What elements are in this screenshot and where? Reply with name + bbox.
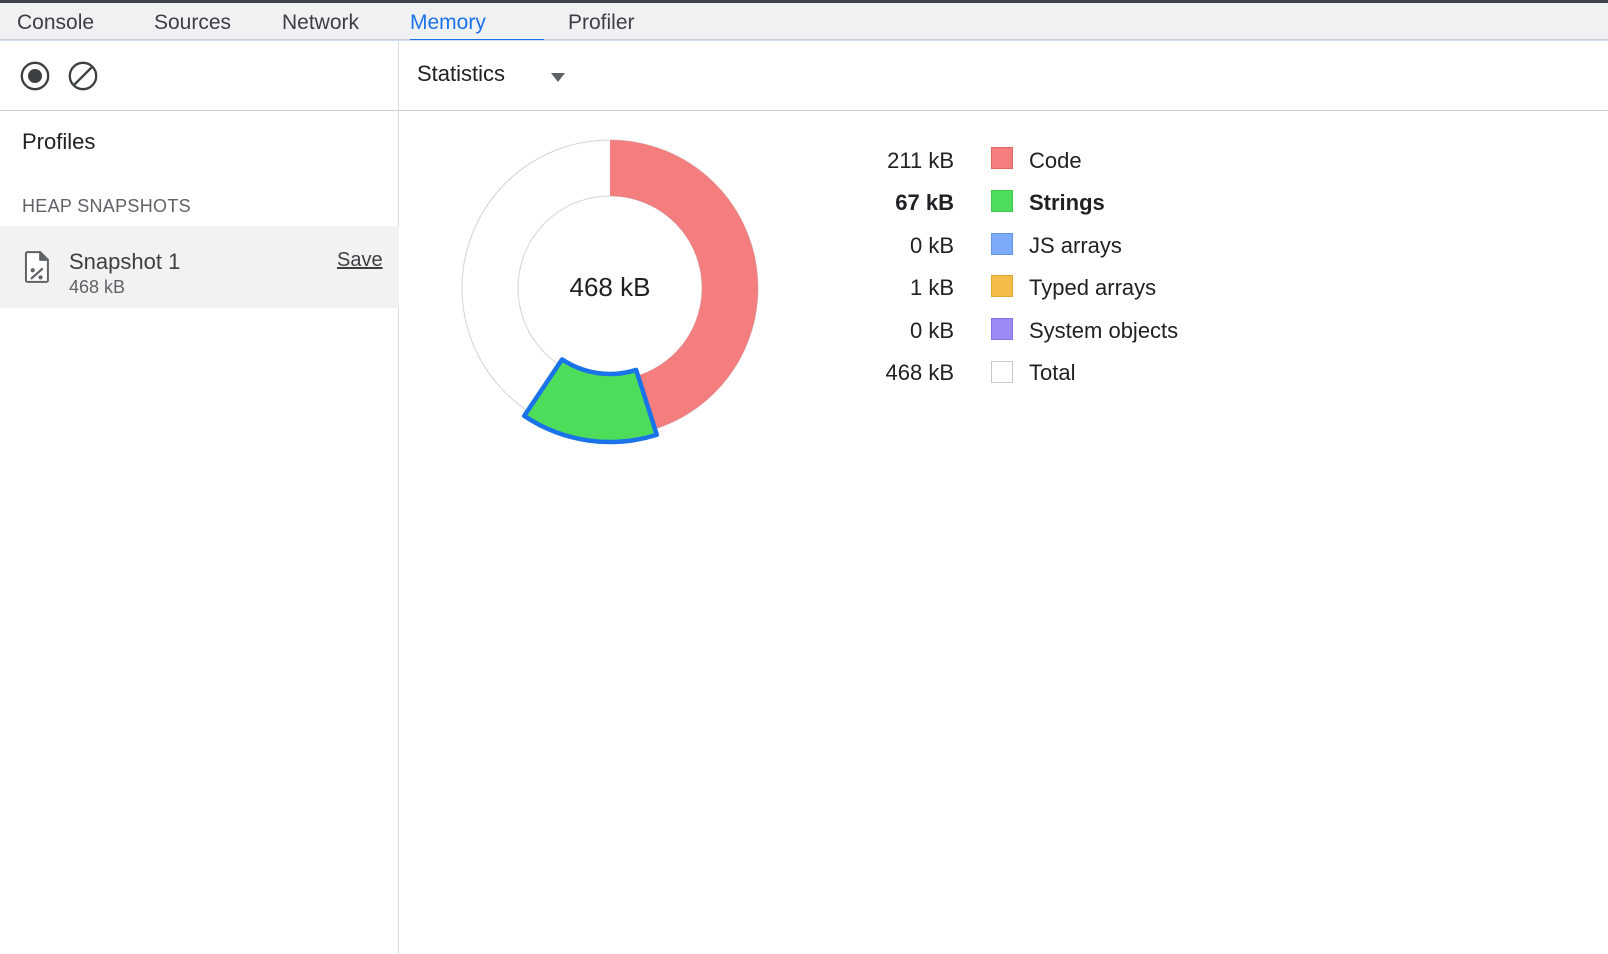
svg-text:468 kB: 468 kB <box>570 272 651 302</box>
